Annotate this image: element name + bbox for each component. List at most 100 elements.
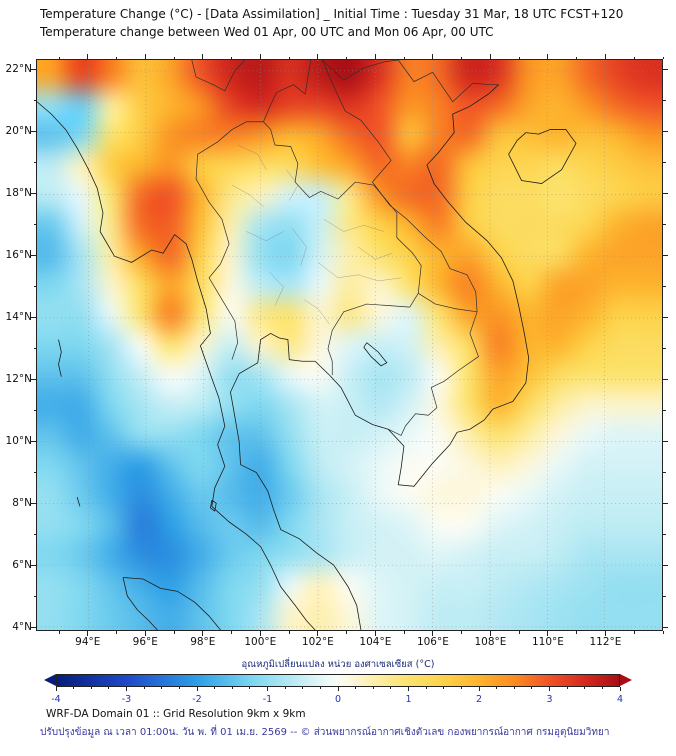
colorbar-minor-tick xyxy=(372,687,374,689)
y-axis-tick xyxy=(31,255,36,257)
x-axis-tick-top xyxy=(173,56,175,59)
x-axis-tick-top xyxy=(633,56,635,59)
x-axis-tick-top xyxy=(346,56,348,59)
coastline xyxy=(58,339,62,377)
x-axis-tick xyxy=(374,631,376,636)
x-tick-label: 108°E xyxy=(474,636,507,648)
x-axis-tick xyxy=(173,631,175,634)
y-axis-tick xyxy=(33,596,36,598)
x-axis-tick xyxy=(547,631,549,636)
country-border-line xyxy=(263,121,422,308)
coastline xyxy=(76,497,81,507)
colorbar-minor-tick xyxy=(249,687,251,689)
country-border-line xyxy=(418,292,478,313)
coastline xyxy=(122,577,221,630)
y-axis-tick-right xyxy=(663,627,668,629)
x-axis-tick-top xyxy=(374,54,376,59)
colorbar-major-tick xyxy=(126,687,127,691)
colorbar-minor-tick xyxy=(161,687,163,689)
colorbar-minor-tick xyxy=(443,687,445,689)
coastline xyxy=(122,577,158,630)
x-axis-tick-top xyxy=(461,56,463,59)
x-tick-label: 102°E xyxy=(301,636,334,648)
x-axis-tick xyxy=(87,631,89,636)
colorbar-minor-tick xyxy=(90,687,92,689)
y-axis-tick xyxy=(31,565,36,567)
y-tick-label: 10°N xyxy=(5,435,32,448)
colorbar-major-tick xyxy=(337,687,339,691)
y-tick-label: 18°N xyxy=(5,187,32,200)
colorbar xyxy=(44,674,632,687)
colorbar-minor-tick xyxy=(355,687,357,689)
coastline xyxy=(508,129,577,184)
y-axis-tick xyxy=(33,162,36,164)
x-axis-tick-top xyxy=(576,56,578,59)
y-axis-tick-right xyxy=(663,534,666,536)
temperature-heatmap-canvas xyxy=(37,60,662,630)
colorbar-major-tick xyxy=(549,687,550,691)
x-axis-tick-top xyxy=(144,54,146,59)
x-axis-tick xyxy=(662,631,664,634)
y-axis-tick-right xyxy=(663,286,666,288)
y-axis-tick-right xyxy=(663,100,666,102)
y-axis-tick-right xyxy=(663,348,666,350)
y-axis-tick xyxy=(33,472,36,474)
x-tick-label: 104°E xyxy=(359,636,392,648)
x-axis-tick-top xyxy=(288,56,290,59)
colorbar-right-arrow-icon xyxy=(620,674,632,686)
colorbar-minor-tick xyxy=(513,687,515,689)
colorbar-tick-label: -4 xyxy=(51,694,61,705)
colorbar-minor-tick xyxy=(284,687,286,689)
country-border-line xyxy=(327,303,410,376)
province-boundary-line xyxy=(317,262,402,282)
x-axis-tick-top xyxy=(202,54,204,59)
footer-domain-info: WRF-DA Domain 01 :: Grid Resolution 9km … xyxy=(46,708,306,720)
y-axis-tick-right xyxy=(663,162,666,164)
y-axis-tick xyxy=(31,317,36,319)
x-axis-tick-top xyxy=(116,56,118,59)
y-tick-label: 6°N xyxy=(12,559,32,572)
y-axis-tick-right xyxy=(663,472,666,474)
x-axis-tick-top xyxy=(432,54,434,59)
colorbar-minor-tick xyxy=(584,687,586,689)
colorbar-major-tick xyxy=(408,687,409,691)
x-axis-tick xyxy=(403,631,405,634)
province-boundary-line xyxy=(269,271,284,306)
x-axis-tick xyxy=(259,631,261,636)
y-axis-tick xyxy=(31,441,36,443)
figure-title: Temperature Change (°C) - [Data Assimila… xyxy=(40,7,624,21)
y-axis-tick xyxy=(33,410,36,412)
colorbar-tick-label: 4 xyxy=(616,694,624,705)
y-axis-tick-right xyxy=(663,131,668,133)
country-border-line xyxy=(322,60,399,81)
x-tick-label: 100°E xyxy=(244,636,277,648)
colorbar-tick-label: -3 xyxy=(121,694,132,705)
x-axis-tick-top xyxy=(87,54,89,59)
colorbar-left-arrow-icon xyxy=(44,674,56,686)
colorbar-tick-label: 3 xyxy=(546,694,553,705)
colorbar-major-tick xyxy=(619,687,621,691)
y-axis-tick-right xyxy=(663,193,668,195)
colorbar-major-tick xyxy=(267,687,268,691)
province-boundary-line xyxy=(292,228,307,266)
x-axis-tick xyxy=(461,631,463,634)
x-axis-tick-top xyxy=(604,54,606,59)
y-tick-label: 14°N xyxy=(5,311,32,324)
country-border-line xyxy=(321,60,478,312)
y-axis-tick-right xyxy=(663,317,668,319)
country-border-line xyxy=(263,60,312,122)
coastline xyxy=(230,84,530,630)
colorbar-minor-tick xyxy=(319,687,321,689)
y-axis-tick-right xyxy=(663,255,668,257)
y-tick-label: 16°N xyxy=(5,249,32,262)
y-axis-tick xyxy=(31,627,36,629)
x-axis-tick xyxy=(144,631,146,636)
colorbar-major-tick xyxy=(55,687,57,691)
colorbar-minor-tick xyxy=(460,687,462,689)
x-tick-label: 106°E xyxy=(416,636,449,648)
colorbar-gradient xyxy=(56,674,620,687)
map-plot-area xyxy=(36,59,663,631)
colorbar-major-tick xyxy=(196,687,198,691)
y-axis-tick xyxy=(33,224,36,226)
y-axis-tick xyxy=(33,348,36,350)
